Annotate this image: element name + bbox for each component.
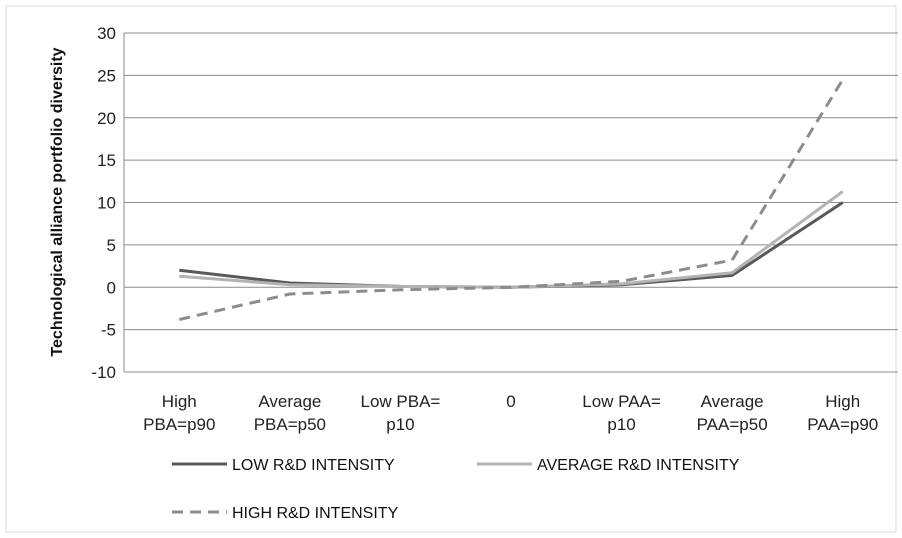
y-tick-label: 20: [97, 109, 116, 128]
y-tick-label: -10: [91, 363, 116, 382]
x-tick-label: High: [162, 392, 197, 411]
x-tick-label: PBA=p90: [143, 415, 215, 434]
x-tick-label: 0: [506, 392, 515, 411]
x-tick-label: Average: [258, 392, 321, 411]
x-tick-label: Low PBA=: [360, 392, 440, 411]
x-tick-label: p10: [607, 415, 635, 434]
legend-label: LOW R&D INTENSITY: [232, 457, 395, 474]
x-tick-label: PAA=p90: [807, 415, 878, 434]
x-tick-label: PAA=p50: [697, 415, 768, 434]
y-tick-label: 25: [97, 66, 116, 85]
y-tick-label: 30: [97, 24, 116, 43]
x-tick-label: PBA=p50: [254, 415, 326, 434]
y-tick-label: 15: [97, 151, 116, 170]
chart-border: [6, 6, 896, 532]
x-tick-label: Low PAA=: [582, 392, 661, 411]
x-tick-label: p10: [386, 415, 414, 434]
y-tick-label: -5: [101, 321, 116, 340]
y-axis-label: Technological alliance portfolio diversi…: [49, 47, 66, 356]
legend-label: HIGH R&D INTENSITY: [232, 505, 399, 522]
x-tick-label: High: [825, 392, 860, 411]
y-tick-label: 0: [107, 278, 116, 297]
y-tick-label: 10: [97, 194, 116, 213]
x-tick-label: Average: [701, 392, 764, 411]
legend-label: AVERAGE R&D INTENSITY: [537, 457, 740, 474]
y-tick-label: 5: [107, 236, 116, 255]
